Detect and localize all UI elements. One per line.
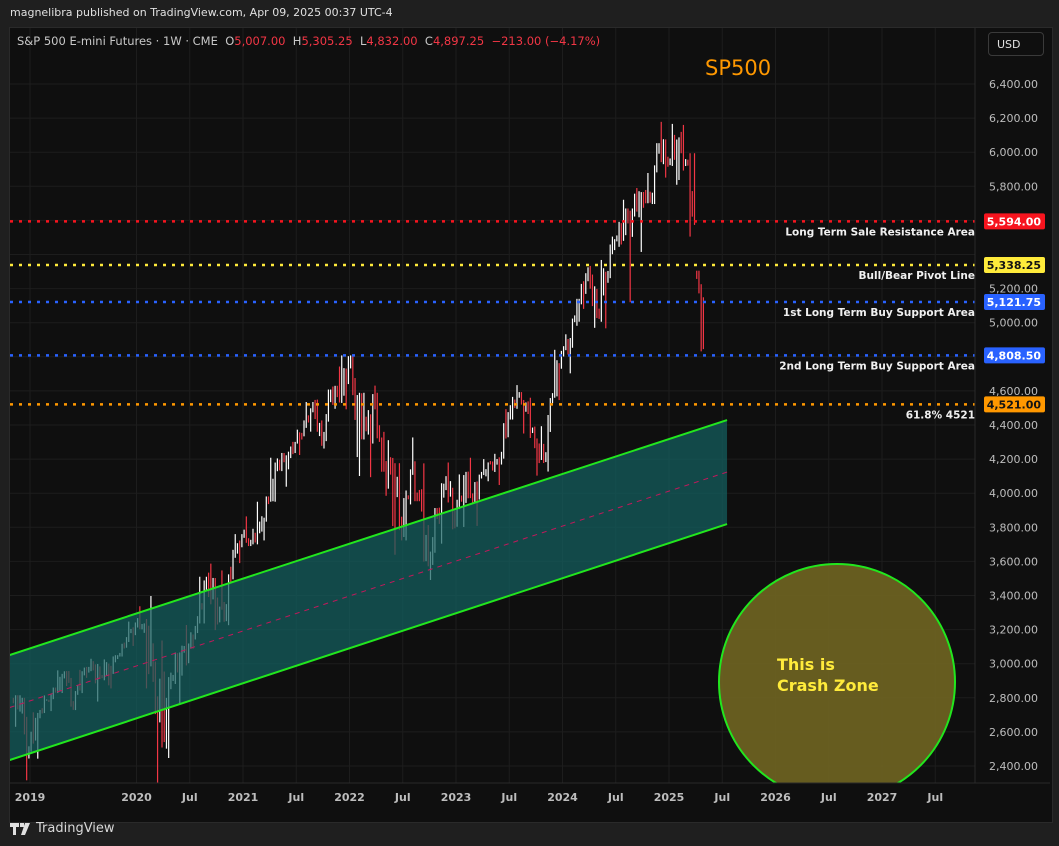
time-tick-label: 2019 — [15, 791, 46, 804]
symbol-legend: S&P 500 E-mini Futures · 1W · CME O5,007… — [17, 34, 600, 48]
time-tick-label: Jul — [394, 791, 411, 804]
level-price-tag — [984, 257, 1045, 274]
price-tick-label: 3,400.00 — [989, 590, 1038, 603]
price-tick-label: 6,400.00 — [989, 78, 1038, 91]
publisher-header: magnelibra published on TradingView.com,… — [10, 6, 393, 19]
time-tick-label: 2022 — [334, 791, 365, 804]
time-tick-label: Jul — [713, 791, 730, 804]
low-label: L — [359, 34, 367, 48]
level-price-tag — [984, 347, 1045, 364]
price-tick-label: 2,600.00 — [989, 726, 1038, 739]
currency-button[interactable]: USD — [988, 32, 1044, 56]
price-tick-label: 3,200.00 — [989, 624, 1038, 637]
price-tick-label: 3,800.00 — [989, 521, 1038, 534]
close-label: C — [424, 34, 433, 48]
price-tick-label: 5,200.00 — [989, 283, 1038, 296]
level-label: 61.8% 4521 — [906, 409, 975, 421]
high-value: 5,305.25 — [301, 34, 353, 48]
time-axis[interactable]: 2019 2020 Jul 2021 Jul 2022 Jul 2023 Jul 2024 Jul 2… — [15, 791, 943, 804]
regression-channel[interactable] — [10, 419, 728, 761]
price-tick-label: 6,200.00 — [989, 112, 1038, 125]
crash-zone[interactable]: This is Crash Zone — [718, 563, 956, 800]
symbol-name[interactable]: S&P 500 E-mini Futures · 1W · CME — [17, 34, 218, 48]
time-tick-label: 2023 — [441, 791, 472, 804]
price-tick-label: 4,000.00 — [989, 487, 1038, 500]
time-tick-label: 2027 — [867, 791, 898, 804]
tradingview-logo-icon — [10, 822, 30, 835]
time-tick-label: 2024 — [547, 791, 578, 804]
channel-upper-line[interactable] — [10, 419, 728, 656]
price-axis[interactable]: 2,400.00 2,600.00 2,800.00 3,000.00 3,200.00… — [989, 78, 1038, 773]
time-tick-label: Jul — [926, 791, 943, 804]
level-price-tag — [984, 396, 1045, 413]
time-tick-label: Jul — [181, 791, 198, 804]
level-price-tag-text: 5,121.75 — [987, 296, 1041, 309]
price-tick-label: 4,200.00 — [989, 453, 1038, 466]
price-tick-label: 4,400.00 — [989, 419, 1038, 432]
level-price-tag-text: 4,521.00 — [987, 398, 1042, 411]
level-price-tag-text: 5,594.00 — [987, 215, 1042, 228]
open-label: O — [225, 34, 235, 48]
footer-brand-text: TradingView — [36, 821, 115, 836]
crash-zone-text-2: Crash Zone — [777, 676, 879, 695]
price-tick-label: 3,600.00 — [989, 555, 1038, 568]
price-tick-label: 4,600.00 — [989, 385, 1038, 398]
crash-zone-circle[interactable] — [718, 563, 956, 800]
crash-zone-text-1: This is — [777, 655, 835, 674]
change-value: −213.00 (−4.17%) — [491, 34, 601, 48]
chart-title: SP500 — [705, 56, 771, 80]
time-tick-label: 2025 — [654, 791, 685, 804]
time-tick-label: Jul — [287, 791, 304, 804]
price-tick-label: 3,000.00 — [989, 658, 1038, 671]
level-label: 2nd Long Term Buy Support Area — [779, 360, 975, 372]
level-price-tag — [984, 293, 1045, 310]
close-value: 4,897.25 — [432, 34, 485, 48]
footer-brand[interactable]: TradingView — [10, 821, 115, 836]
open-value: 5,007.00 — [234, 34, 286, 48]
level-label: 1st Long Term Buy Support Area — [783, 307, 975, 319]
level-label: Long Term Sale Resistance Area — [785, 226, 975, 238]
channel-lower-line[interactable] — [10, 523, 728, 761]
time-tick-label: 2020 — [121, 791, 152, 804]
price-tick-label: 5,000.00 — [989, 317, 1038, 330]
level-price-tag-text: 5,338.25 — [987, 259, 1041, 272]
time-tick-label: Jul — [607, 791, 624, 804]
horizontal-levels[interactable]: Long Term Sale Resistance Area Bull/Bear … — [10, 220, 975, 421]
level-price-tag-text: 4,808.50 — [987, 349, 1042, 362]
price-tick-label: 2,400.00 — [989, 760, 1038, 773]
price-tags: 5,594.00 5,338.25 5,121.75 4,808.50 4,521.00 — [984, 213, 1045, 413]
time-tick-label: Jul — [820, 791, 837, 804]
price-tick-label: 2,800.00 — [989, 692, 1038, 705]
price-tick-label: 5,800.00 — [989, 180, 1038, 193]
time-tick-label: 2026 — [760, 791, 791, 804]
high-label: H — [292, 34, 302, 48]
time-tick-label: Jul — [500, 791, 517, 804]
level-price-tag — [984, 213, 1045, 230]
price-tick-label: 6,000.00 — [989, 146, 1038, 159]
channel-fill — [10, 420, 728, 760]
low-value: 4,832.00 — [366, 34, 418, 48]
time-tick-label: 2021 — [228, 791, 259, 804]
level-label: Bull/Bear Pivot Line — [859, 270, 975, 282]
